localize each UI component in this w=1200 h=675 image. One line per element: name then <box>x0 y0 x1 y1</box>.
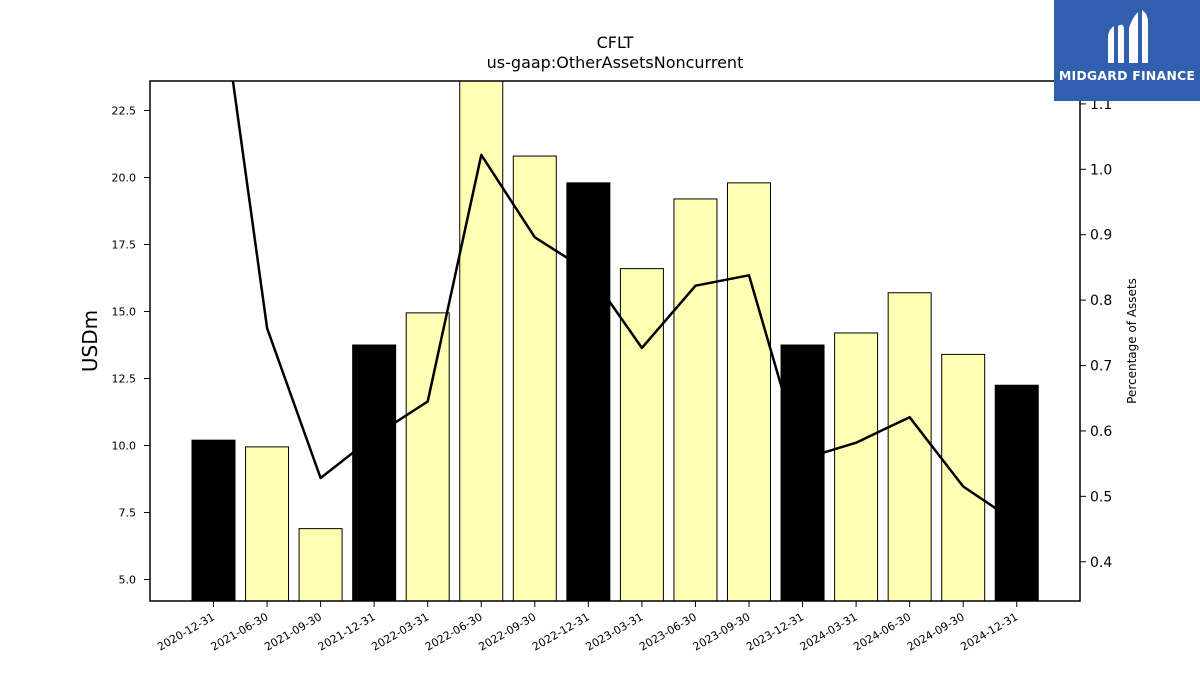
percentage-line <box>231 81 1018 524</box>
x-tick-label: 2024-06-30 <box>851 610 913 653</box>
bar-group <box>191 81 1039 601</box>
left-tick-label: 22.5 <box>112 104 137 117</box>
right-tick-label: 0.4 <box>1090 555 1112 571</box>
bar-2021-09-30 <box>298 528 343 601</box>
right-axis-ticks: 0.40.50.60.70.80.91.01.1 <box>1080 97 1112 571</box>
bar-2022-03-31 <box>405 312 450 601</box>
bar-2022-12-31 <box>566 182 611 601</box>
right-axis-label: Percentage of Assets <box>1125 278 1139 404</box>
line-group <box>231 81 1018 524</box>
x-tick-label: 2021-09-30 <box>262 610 324 653</box>
right-tick-label: 0.9 <box>1090 228 1112 244</box>
bar-2024-03-31 <box>834 332 879 601</box>
midgard-finance-logo: MIDGARD FINANCE <box>1054 0 1200 101</box>
x-tick-label: 2023-09-30 <box>691 610 753 653</box>
left-tick-label: 12.5 <box>112 373 137 386</box>
bar-2024-09-30 <box>941 353 986 601</box>
chart-subtitle: us-gaap:OtherAssetsNoncurrent <box>487 53 744 72</box>
bar-2023-03-31 <box>619 268 664 601</box>
x-tick-label: 2022-09-30 <box>476 610 538 653</box>
x-tick-label: 2024-09-30 <box>905 610 967 653</box>
logo-text: MIDGARD FINANCE <box>1058 68 1196 83</box>
bar-2024-06-30 <box>887 292 932 601</box>
left-tick-label: 7.5 <box>119 507 137 520</box>
x-tick-label: 2021-12-31 <box>316 610 378 653</box>
bar-2022-09-30 <box>512 155 557 601</box>
left-tick-label: 5.0 <box>119 574 137 587</box>
x-tick-label: 2023-12-31 <box>744 610 806 653</box>
left-tick-label: 15.0 <box>112 306 137 319</box>
bar-2021-06-30 <box>245 446 290 601</box>
bar-2023-06-30 <box>673 198 718 601</box>
x-tick-label: 2021-06-30 <box>209 610 271 653</box>
right-tick-label: 0.6 <box>1090 424 1112 440</box>
x-tick-label: 2024-03-31 <box>798 610 860 653</box>
logo-mark-icon <box>1108 10 1148 64</box>
x-tick-label: 2022-12-31 <box>530 610 592 653</box>
left-tick-label: 20.0 <box>112 171 137 184</box>
x-tick-label: 2024-12-31 <box>958 610 1020 653</box>
right-tick-label: 0.5 <box>1090 489 1112 505</box>
bar-2022-06-30 <box>459 81 504 601</box>
chart-title: CFLT <box>597 33 634 52</box>
left-tick-label: 10.0 <box>112 440 137 453</box>
x-tick-label: 2023-06-30 <box>637 610 699 653</box>
right-tick-label: 0.7 <box>1090 359 1112 375</box>
bar-2023-12-31 <box>780 344 825 601</box>
y-axis-label: USDm <box>78 310 102 372</box>
plot-frame <box>149 80 1081 602</box>
x-axis-ticks: 2020-12-312021-06-302021-09-302021-12-31… <box>155 601 1020 654</box>
x-tick-label: 2022-06-30 <box>423 610 485 653</box>
right-tick-label: 1.0 <box>1090 162 1112 178</box>
x-tick-label: 2020-12-31 <box>155 610 217 653</box>
bar-2020-12-31 <box>191 439 236 601</box>
x-tick-label: 2022-03-31 <box>369 610 431 653</box>
bar-2021-12-31 <box>352 344 397 601</box>
left-axis-ticks: 5.0 7.5 10.0 12.5 15.0 17.5 20.0 22.5 <box>112 104 150 587</box>
left-tick-label: 17.5 <box>112 239 137 252</box>
bar-2024-12-31 <box>994 384 1039 601</box>
bar-2023-09-30 <box>727 182 771 601</box>
x-tick-label: 2023-03-31 <box>584 610 646 653</box>
right-tick-label: 0.8 <box>1090 293 1112 309</box>
